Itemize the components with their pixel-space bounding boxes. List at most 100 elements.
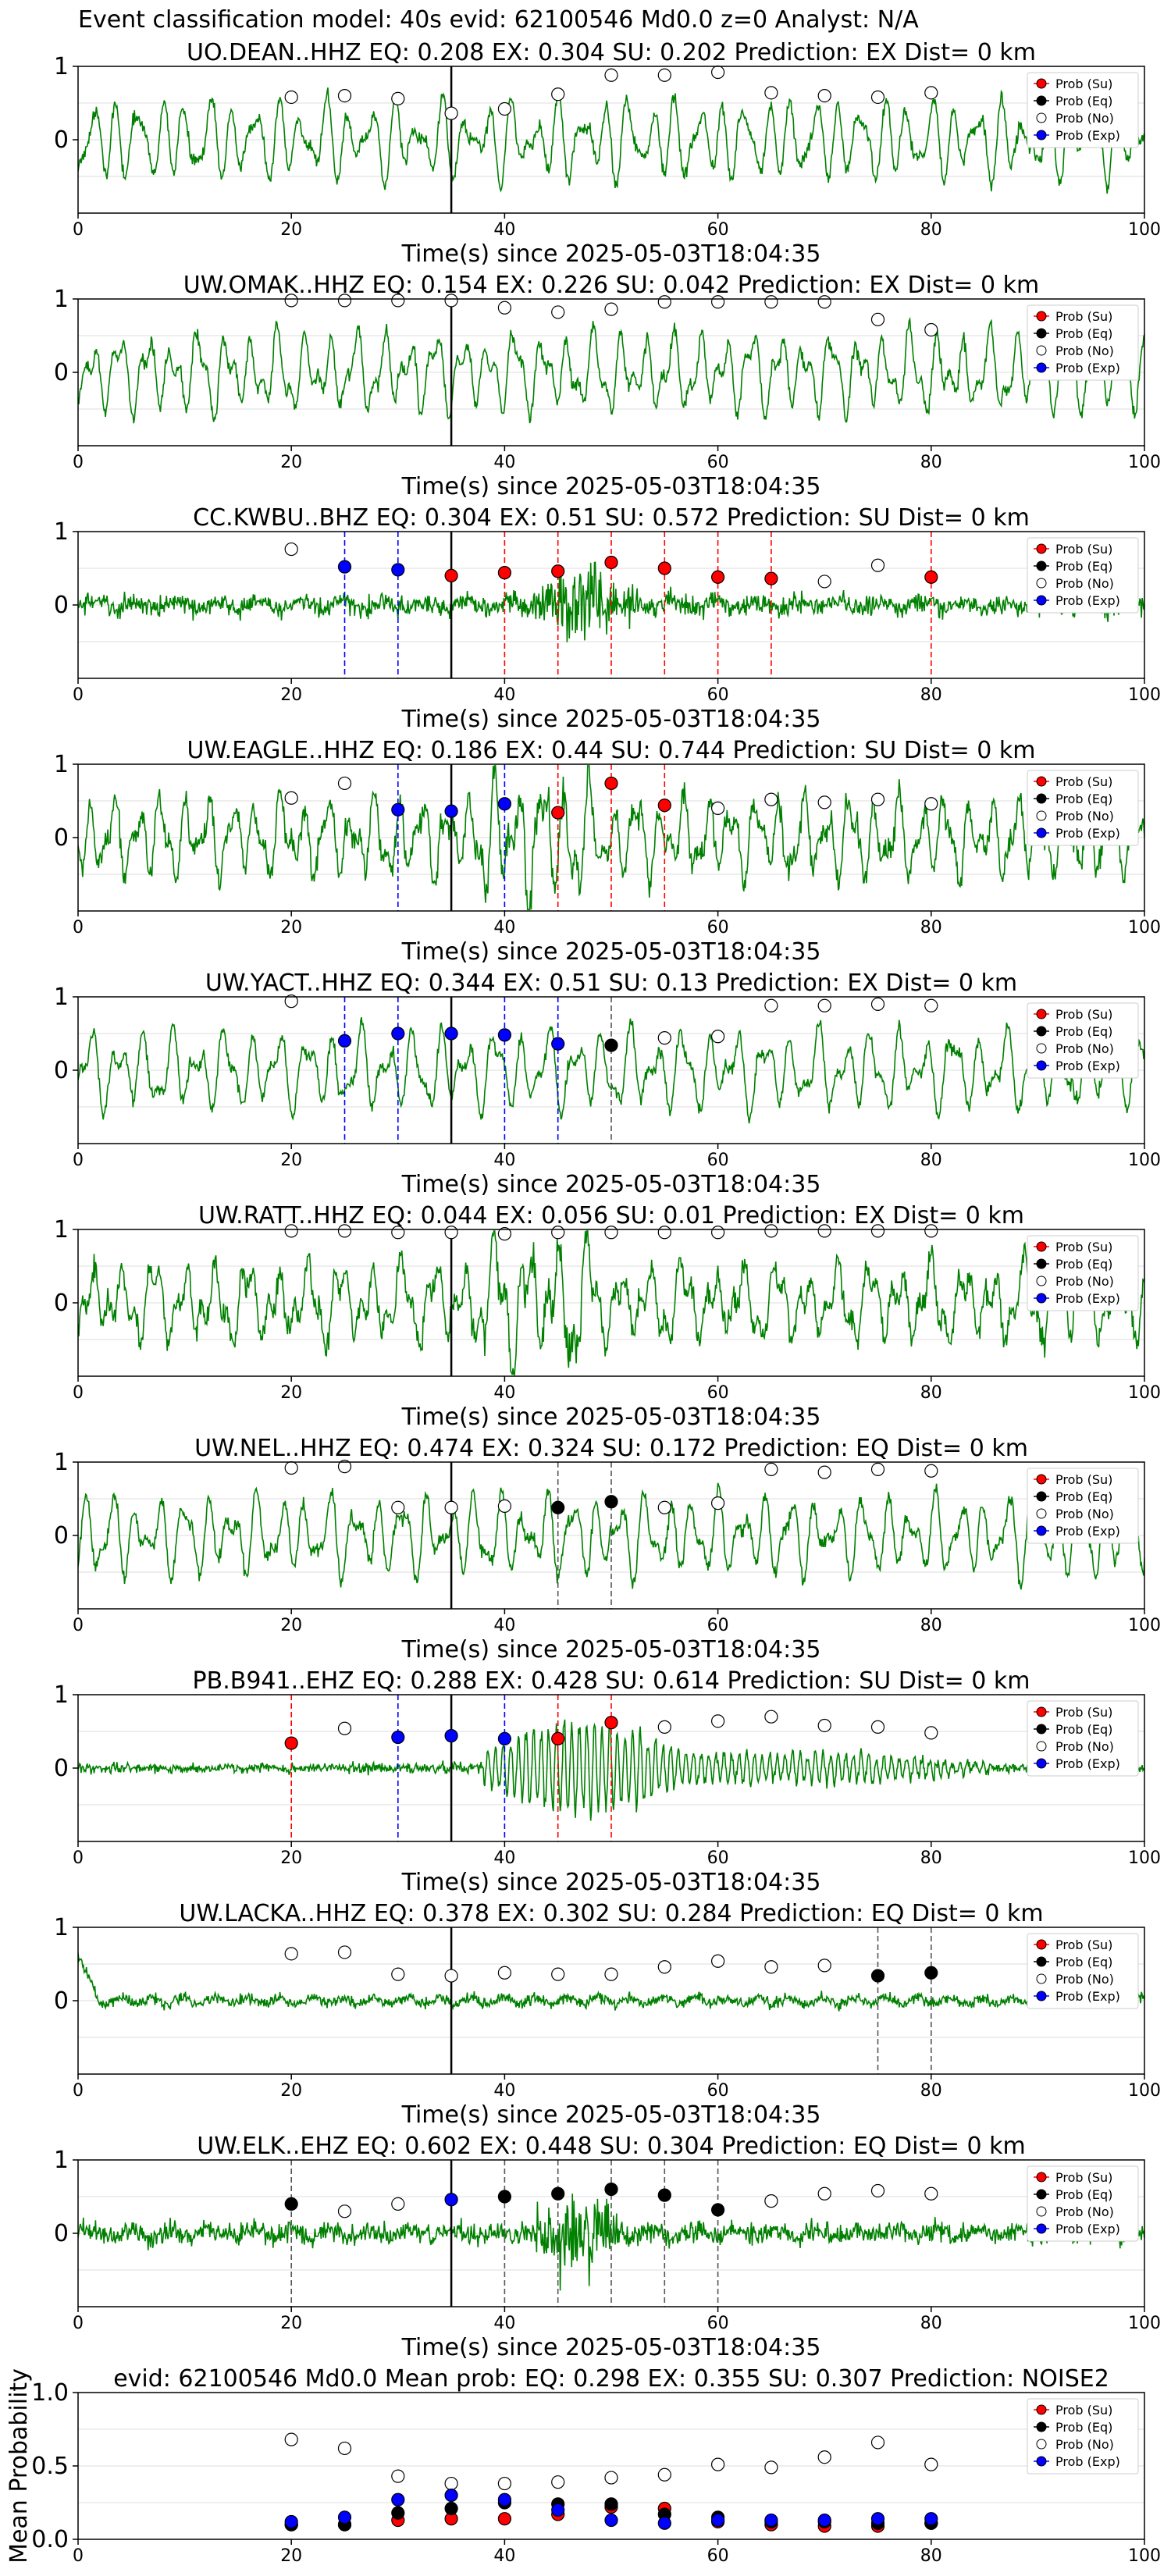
legend-box bbox=[1027, 1700, 1139, 1777]
prob-point bbox=[284, 1461, 298, 1475]
prob-point bbox=[817, 1959, 831, 1973]
prob-point bbox=[710, 1714, 725, 1728]
waveform-trace bbox=[78, 1017, 1144, 1124]
prob-point bbox=[764, 2194, 778, 2208]
prob-point bbox=[497, 101, 512, 116]
prob-point bbox=[710, 295, 725, 309]
x-axis-label: Time(s) since 2025-05-03T18:04:35 bbox=[401, 706, 821, 733]
x-tick-label: 80 bbox=[920, 2081, 942, 2101]
prob-point bbox=[337, 1945, 352, 1959]
x-axis-label: Time(s) since 2025-05-03T18:04:35 bbox=[401, 1171, 821, 1198]
figure-title: Event classification model: 40s evid: 62… bbox=[78, 6, 919, 34]
y-tick-label: 0.5 bbox=[31, 2453, 69, 2480]
legend: Prob (Su) Prob (Eq) Prob (No) Prob (Exp) bbox=[1027, 72, 1139, 148]
x-tick-label: 80 bbox=[920, 1616, 942, 1635]
x-tick-label: 20 bbox=[280, 220, 302, 240]
legend-marker bbox=[1036, 1758, 1047, 1769]
prob-point bbox=[337, 2204, 352, 2218]
prob-point bbox=[817, 1718, 831, 1733]
legend-label: Prob (No) bbox=[1055, 1739, 1114, 1754]
x-tick-label: 40 bbox=[493, 1848, 515, 1868]
legend-marker bbox=[1036, 560, 1047, 571]
x-axis-label: Time(s) since 2025-05-03T18:04:35 bbox=[401, 2101, 821, 2129]
y-tick-label: 1 bbox=[54, 1449, 69, 1476]
legend-label: Prob (Su) bbox=[1055, 2170, 1112, 2185]
x-tick-label: 20 bbox=[280, 685, 302, 705]
x-axis-label: Time(s) since 2025-05-03T18:04:35 bbox=[401, 1869, 821, 1896]
legend-label: Prob (Exp) bbox=[1055, 361, 1120, 375]
prob-point bbox=[870, 1462, 885, 1477]
prob-point bbox=[764, 2460, 778, 2475]
prob-point bbox=[604, 1967, 618, 1981]
x-tick-label: 100 bbox=[1128, 685, 1161, 705]
legend-marker bbox=[1036, 1474, 1047, 1485]
prob-point bbox=[817, 88, 831, 103]
legend-label: Prob (No) bbox=[1055, 809, 1114, 824]
x-tick-label: 40 bbox=[493, 2314, 515, 2333]
legend-label: Prob (Eq) bbox=[1055, 1024, 1112, 1039]
prob-point bbox=[657, 1500, 671, 1514]
legend-marker bbox=[1036, 311, 1047, 322]
legend-box bbox=[1027, 2165, 1139, 2242]
prob-point bbox=[444, 1500, 458, 1514]
prob-point bbox=[284, 1224, 298, 1238]
panel-1: UW.OMAK..HHZ EQ: 0.154 EX: 0.226 SU: 0.0… bbox=[54, 272, 1161, 500]
x-tick-label: 0 bbox=[73, 1151, 84, 1170]
legend-marker bbox=[1036, 2421, 1047, 2432]
grid bbox=[78, 2428, 1144, 2503]
prob-point bbox=[710, 65, 725, 80]
panel-title: UW.OMAK..HHZ EQ: 0.154 EX: 0.226 SU: 0.0… bbox=[183, 272, 1039, 299]
legend-marker bbox=[1036, 793, 1047, 804]
prob-point bbox=[604, 1716, 618, 1730]
legend-label: Prob (Su) bbox=[1055, 1705, 1112, 1720]
prob-point bbox=[604, 2497, 618, 2511]
prob-point bbox=[444, 804, 458, 818]
legend-label: Prob (Exp) bbox=[1055, 826, 1120, 841]
prob-point bbox=[497, 566, 512, 580]
prob-point bbox=[284, 1947, 298, 1961]
prob-point bbox=[870, 2435, 885, 2450]
y-tick-label: 0 bbox=[54, 1522, 69, 1550]
legend-marker bbox=[1036, 1491, 1047, 1502]
y-tick-label: 1 bbox=[54, 2147, 69, 2174]
x-tick-label: 60 bbox=[707, 453, 729, 472]
legend-label: Prob (Exp) bbox=[1055, 2454, 1120, 2469]
legend-marker bbox=[1036, 1939, 1047, 1950]
prob-point bbox=[870, 1969, 885, 1983]
legend-marker bbox=[1036, 2172, 1047, 2183]
y-tick-label: 0 bbox=[54, 359, 69, 386]
x-tick-label: 100 bbox=[1128, 453, 1161, 472]
panel-7: PB.B941..EHZ EQ: 0.288 EX: 0.428 SU: 0.6… bbox=[54, 1667, 1161, 1896]
x-tick-label: 100 bbox=[1128, 1383, 1161, 1403]
prob-point bbox=[391, 2469, 405, 2483]
legend-label: Prob (Exp) bbox=[1055, 2222, 1120, 2236]
prob-point bbox=[924, 998, 938, 1012]
x-tick-label: 80 bbox=[920, 453, 942, 472]
legend-marker bbox=[1036, 1508, 1047, 1519]
legend-label: Prob (No) bbox=[1055, 2204, 1114, 2219]
prob-point bbox=[337, 2441, 352, 2456]
panel-8: UW.LACKA..HHZ EQ: 0.378 EX: 0.302 SU: 0.… bbox=[54, 1900, 1161, 2129]
prob-point bbox=[391, 294, 405, 308]
legend-label: Prob (Su) bbox=[1055, 2403, 1112, 2418]
legend-label: Prob (Eq) bbox=[1055, 326, 1112, 341]
y-tick-label: 1.0 bbox=[31, 2379, 69, 2407]
prob-point bbox=[284, 791, 298, 805]
x-tick-label: 20 bbox=[280, 918, 302, 938]
legend: Prob (Su) Prob (Eq) Prob (No) Prob (Exp) bbox=[1027, 1002, 1139, 1079]
prob-point bbox=[551, 2475, 565, 2489]
legend-marker bbox=[1036, 2456, 1047, 2467]
prob-point bbox=[284, 542, 298, 557]
prob-point bbox=[764, 1960, 778, 1974]
x-tick-label: 20 bbox=[280, 453, 302, 472]
x-tick-label: 20 bbox=[280, 1151, 302, 1170]
legend-label: Prob (Su) bbox=[1055, 1007, 1112, 1022]
prob-point bbox=[497, 2190, 512, 2204]
prob-point bbox=[551, 564, 565, 578]
prob-point bbox=[497, 2492, 512, 2507]
y-tick-label: 1 bbox=[54, 286, 69, 313]
legend-label: Prob (Exp) bbox=[1055, 1756, 1120, 1771]
prob-point bbox=[710, 1954, 725, 1968]
prob-point bbox=[817, 2513, 831, 2528]
legend-label: Prob (Eq) bbox=[1055, 1722, 1112, 1737]
